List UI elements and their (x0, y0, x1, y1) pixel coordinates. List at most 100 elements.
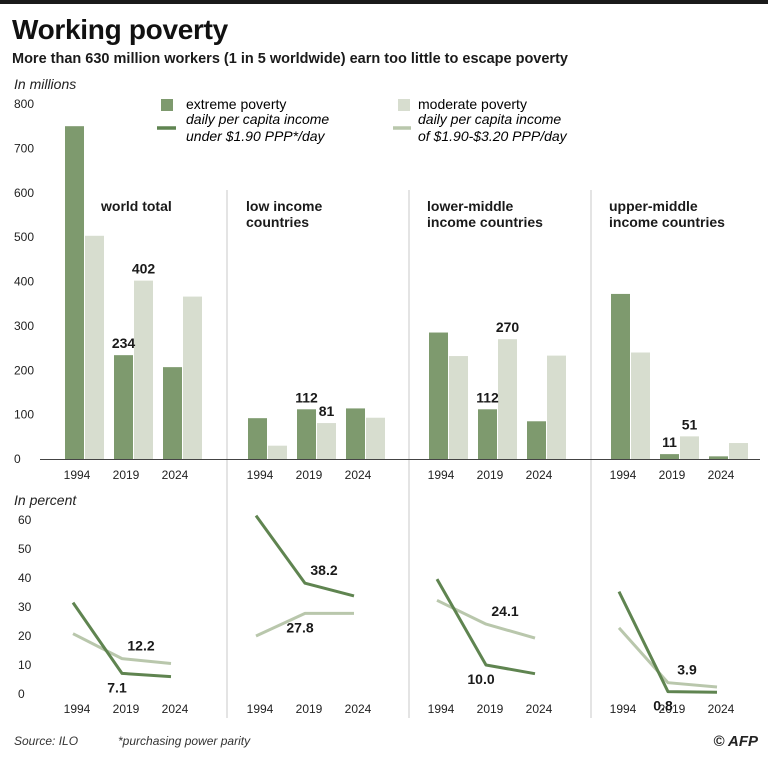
bar-x-tick: 2019 (113, 468, 140, 482)
legend-moderate-desc-1: daily per capita income (418, 111, 561, 127)
bar-moderate (449, 356, 468, 459)
line-x-tick: 2024 (708, 702, 735, 716)
panel-title: income countries (427, 214, 543, 230)
line-extreme (254, 514, 355, 598)
bar-x-tick: 1994 (610, 468, 637, 482)
bar-moderate (85, 235, 104, 459)
bar-y-tick: 700 (14, 141, 34, 155)
bar-moderate (183, 296, 202, 459)
bar-extreme (478, 409, 497, 459)
bar-moderate (134, 280, 153, 459)
line-moderate (617, 626, 718, 689)
bar-moderate (268, 445, 287, 459)
panel-title: upper-middle (609, 198, 698, 214)
bar-unit-label: In millions (14, 76, 77, 92)
ppp-footnote: *purchasing power parity (118, 734, 251, 748)
chart-subtitle: More than 630 million workers (1 in 5 wo… (12, 51, 568, 67)
bar-x-tick: 2019 (659, 468, 686, 482)
bar-extreme (527, 421, 546, 459)
line-y-tick: 60 (18, 513, 32, 527)
bar-label-extreme: 11 (662, 434, 677, 450)
line-label-moderate: 24.1 (491, 603, 518, 619)
chart-title: Working poverty (12, 14, 228, 45)
line-moderate (255, 611, 354, 638)
line-label-extreme: 38.2 (310, 562, 337, 578)
line-x-tick: 2019 (477, 702, 504, 716)
bar-y-tick: 200 (14, 363, 34, 377)
legend-extreme-label: extreme poverty (186, 96, 286, 112)
legend-extreme-desc-2: under $1.90 PPP*/day (186, 128, 326, 144)
bar-moderate (366, 417, 385, 459)
bar-x-tick: 2024 (345, 468, 372, 482)
bar-label-moderate: 270 (496, 319, 520, 335)
bar-moderate (680, 436, 699, 459)
bar-y-tick: 100 (14, 408, 34, 422)
bar-label-moderate: 402 (132, 261, 156, 277)
line-label-extreme: 7.1 (107, 679, 127, 695)
panel-title: countries (246, 214, 309, 230)
legend-extreme-desc-1: daily per capita income (186, 111, 329, 127)
bar-label-extreme: 112 (476, 389, 499, 405)
panel-title: income countries (609, 214, 725, 230)
line-x-tick: 1994 (428, 702, 455, 716)
line-unit-label: In percent (14, 492, 77, 508)
bar-moderate (547, 355, 566, 459)
bar-label-moderate: 81 (319, 403, 335, 419)
bar-y-tick: 600 (14, 186, 34, 200)
legend-extreme-swatch (161, 99, 173, 111)
bar-extreme (429, 332, 448, 459)
bar-y-tick: 300 (14, 319, 34, 333)
bar-extreme (65, 126, 84, 459)
line-x-tick: 2024 (526, 702, 553, 716)
bar-moderate (317, 423, 336, 459)
bar-label-extreme: 234 (112, 335, 136, 351)
line-y-tick: 50 (18, 542, 32, 556)
bar-x-tick: 1994 (428, 468, 455, 482)
bar-y-tick: 500 (14, 230, 34, 244)
line-x-tick: 2024 (162, 702, 189, 716)
panel-title: world total (100, 198, 172, 214)
line-extreme (71, 601, 172, 679)
line-y-tick: 0 (18, 687, 25, 701)
line-extreme (617, 590, 718, 694)
bar-extreme (660, 454, 679, 459)
top-rule (0, 0, 768, 4)
bar-y-tick: 400 (14, 275, 34, 289)
line-label-extreme: 10.0 (467, 671, 494, 687)
line-y-tick: 10 (18, 658, 32, 672)
afp-credit: © AFP (713, 733, 758, 750)
line-extreme (435, 578, 536, 676)
line-y-tick: 40 (18, 571, 32, 585)
line-moderate (72, 632, 172, 666)
bar-extreme (297, 409, 316, 459)
line-x-tick: 2024 (345, 702, 372, 716)
line-x-tick: 2019 (296, 702, 323, 716)
bar-y-tick: 800 (14, 97, 34, 111)
legend-moderate-label: moderate poverty (418, 96, 527, 112)
line-x-tick: 2019 (113, 702, 140, 716)
bar-moderate (631, 352, 650, 459)
bar-extreme (114, 355, 133, 459)
bar-x-tick: 2024 (708, 468, 735, 482)
line-x-tick: 2019 (659, 702, 686, 716)
bar-moderate (498, 339, 517, 459)
bar-x-tick: 1994 (247, 468, 274, 482)
bar-y-tick: 0 (14, 452, 21, 466)
legend-moderate-desc-2: of $1.90-$3.20 PPP/day (418, 128, 568, 144)
bar-x-tick: 2024 (526, 468, 553, 482)
line-label-moderate: 3.9 (677, 662, 697, 678)
bar-moderate (729, 443, 748, 459)
line-label-moderate: 27.8 (286, 619, 313, 635)
bar-x-tick: 2019 (296, 468, 323, 482)
panel-title: lower-middle (427, 198, 514, 214)
bar-extreme (163, 367, 182, 459)
bar-label-moderate: 51 (682, 416, 698, 432)
panel-title: low income (246, 198, 322, 214)
bar-label-extreme: 112 (295, 389, 318, 405)
line-x-tick: 1994 (64, 702, 91, 716)
line-x-tick: 1994 (247, 702, 274, 716)
line-y-tick: 30 (18, 600, 32, 614)
bar-extreme (248, 418, 267, 459)
bar-extreme (346, 408, 365, 459)
